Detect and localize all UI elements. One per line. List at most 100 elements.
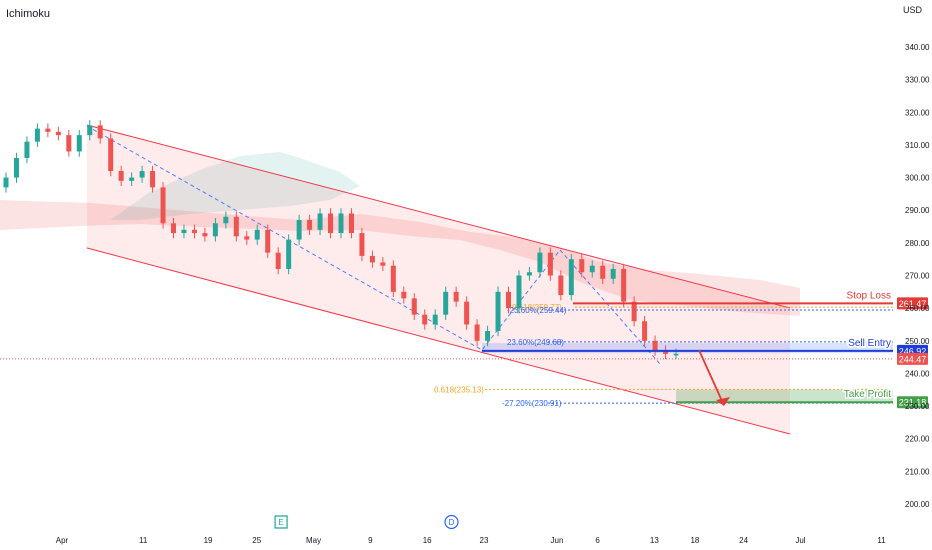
candle-body: [129, 177, 135, 181]
candle: [516, 270, 522, 314]
time-axis[interactable]: Apr 11 19 25 May 9 16 23 Jun 6 13 18 24 Jul 11 E D: [56, 514, 887, 546]
x-tick-label: 11: [877, 536, 886, 545]
x-tick-label: 23: [480, 536, 489, 545]
candle-body: [547, 252, 553, 276]
candle-body: [118, 171, 124, 181]
y-tick-label: 260.00: [905, 304, 930, 313]
candle-body: [411, 298, 417, 315]
trade-zones: [482, 343, 893, 404]
sell-entry-zone: [482, 343, 893, 354]
candle-body: [589, 265, 595, 273]
candle: [34, 123, 40, 147]
candle: [422, 309, 428, 330]
candle-body: [506, 291, 511, 309]
candle-body: [66, 135, 72, 152]
trade-levels: Stop Loss 261.47 Sell Entry 246.92 Take Prof…: [0, 289, 928, 409]
candle: [233, 211, 239, 242]
candle: [3, 172, 9, 193]
y-tick-label: 300.00: [905, 174, 930, 183]
y-tick-label: 320.00: [905, 108, 930, 117]
level-price-text: 231.18: [899, 398, 927, 408]
fib-label: -23.60%(259.44): [507, 306, 567, 315]
level-label: Sell Entry: [848, 338, 891, 349]
candle-body: [328, 213, 334, 234]
candle: [191, 224, 197, 239]
candle: [411, 293, 417, 320]
candle: [129, 172, 135, 187]
candle: [390, 260, 396, 298]
candle-body: [275, 252, 281, 269]
zigzag-line: [86, 125, 661, 365]
fib-label: -27.20%(230.91): [502, 399, 562, 408]
candle: [317, 208, 323, 236]
y-tick-label: 230.00: [905, 402, 930, 411]
candle-body: [516, 275, 522, 309]
candle: [24, 136, 30, 164]
candle: [338, 208, 344, 239]
x-tick-label: 16: [423, 536, 432, 545]
fib-label: 23.60%(249.68): [507, 338, 564, 347]
x-tick-label: May: [306, 536, 321, 545]
y-tick-label: 280.00: [905, 239, 930, 248]
candle: [432, 309, 438, 330]
candle: [171, 218, 176, 239]
cloud-bearish: [0, 200, 800, 316]
candle: [87, 120, 93, 141]
y-tick-label: 340.00: [905, 43, 930, 52]
price-axis[interactable]: 340.00 330.00 320.00 310.00 300.00 290.00 280.…: [905, 43, 930, 509]
cloud-bullish: [110, 152, 360, 220]
candle-body: [495, 291, 501, 331]
candle-body: [621, 268, 627, 302]
last-price-text: 244.47: [899, 354, 927, 364]
candle-body: [359, 233, 365, 256]
y-tick-label: 330.00: [905, 76, 930, 85]
candle-body: [108, 138, 114, 172]
candle: [254, 224, 260, 245]
event-marker[interactable]: D: [444, 514, 459, 530]
x-tick-label: 19: [204, 536, 213, 545]
candle: [537, 247, 543, 278]
candle: [526, 267, 532, 281]
candle-body: [338, 213, 344, 234]
candle-body: [139, 171, 145, 178]
candle-body: [55, 131, 61, 136]
take-profit-zone: [676, 389, 893, 404]
candle-body: [474, 324, 480, 341]
candle: [495, 286, 501, 337]
candle-body: [286, 239, 292, 269]
y-tick-label: 200.00: [905, 500, 930, 509]
candle: [443, 286, 449, 320]
event-marker-label: D: [449, 518, 455, 527]
candle-body: [76, 135, 82, 152]
candle: [464, 296, 470, 330]
candle: [212, 218, 218, 242]
x-tick-label: 25: [252, 536, 261, 545]
candle-body: [369, 255, 375, 263]
x-tick-label: Jul: [795, 536, 805, 545]
candle: [631, 296, 637, 327]
event-marker[interactable]: E: [274, 515, 288, 529]
x-tick-label: 13: [650, 536, 659, 545]
candle: [380, 257, 386, 271]
candle-body: [631, 301, 637, 322]
candle: [244, 231, 250, 245]
candle-body: [380, 262, 386, 266]
candle-body: [673, 353, 679, 356]
candle: [97, 120, 103, 144]
candle: [558, 270, 564, 301]
candle-body: [202, 233, 208, 237]
candle: [55, 126, 61, 141]
indicator-label: Ichimoku: [6, 8, 51, 20]
candle-body: [3, 177, 9, 188]
candle-body: [642, 321, 648, 341]
candle: [359, 227, 365, 262]
level-price-tag: [897, 396, 928, 409]
candle: [150, 165, 156, 193]
candle: [118, 165, 124, 187]
candle: [328, 208, 334, 239]
down-arrow-line: [698, 349, 723, 402]
candle-body: [265, 229, 271, 253]
x-tick-label: 18: [690, 536, 699, 545]
candle-body: [422, 314, 428, 325]
